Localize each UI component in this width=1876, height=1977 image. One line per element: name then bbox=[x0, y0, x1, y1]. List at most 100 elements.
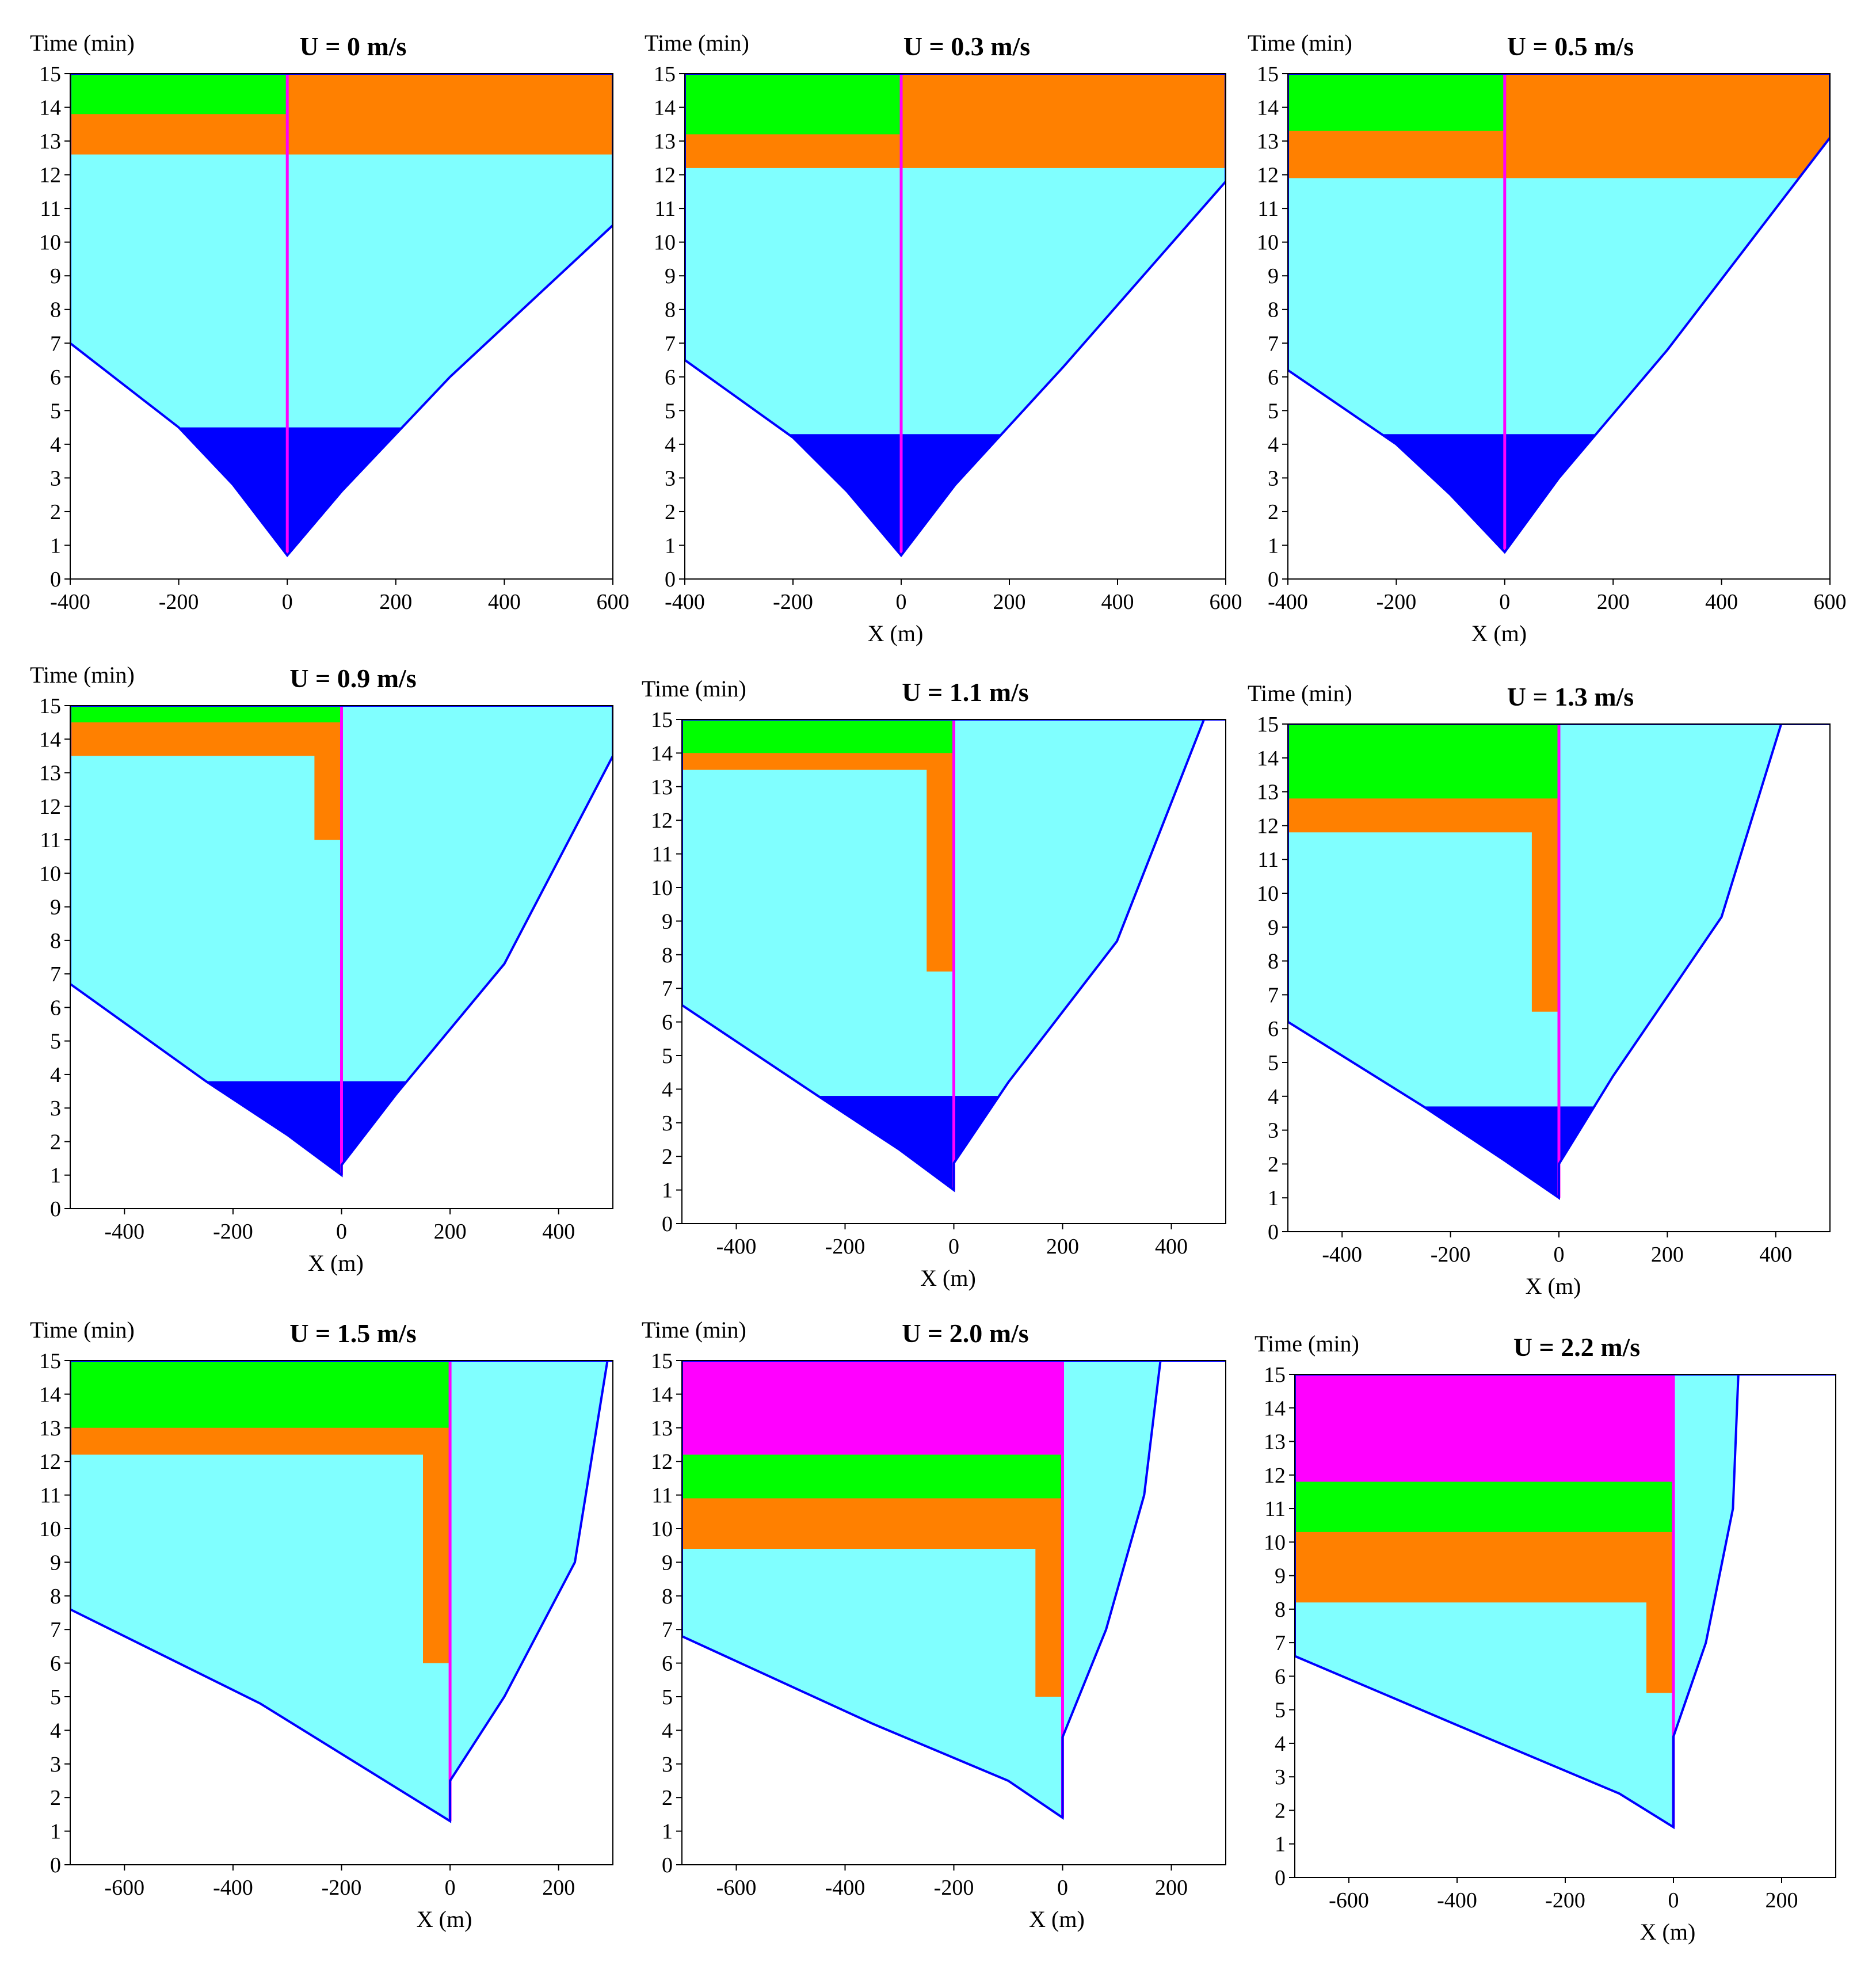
x-tick-label: 400 bbox=[1759, 1243, 1792, 1267]
y-tick-label: 9 bbox=[1275, 1564, 1286, 1589]
y-tick-label: 12 bbox=[39, 795, 61, 819]
y-tick-label: 14 bbox=[654, 96, 676, 120]
y-tick-label: 5 bbox=[50, 399, 61, 423]
plot-frame bbox=[684, 73, 1226, 580]
y-tick-label: 1 bbox=[1268, 534, 1279, 558]
x-tick-label: 0 bbox=[1499, 590, 1510, 614]
x-tick-label: -200 bbox=[1377, 590, 1417, 614]
x-axis-title: X (m) bbox=[1029, 1906, 1085, 1932]
panel-title: U = 0 m/s bbox=[300, 32, 407, 61]
x-axis-title: X (m) bbox=[920, 1265, 976, 1291]
y-tick-label: 8 bbox=[662, 943, 673, 967]
front-line bbox=[1288, 74, 1830, 554]
x-tick-label: 200 bbox=[993, 590, 1026, 614]
y-tick-label: 2 bbox=[50, 1786, 61, 1810]
front-line bbox=[1295, 1374, 1836, 1830]
x-tick-label: 200 bbox=[542, 1876, 575, 1900]
green-region bbox=[1288, 724, 1559, 799]
y-tick-label: 3 bbox=[50, 466, 61, 490]
y-tick-label: 3 bbox=[662, 1111, 673, 1136]
y-tick-label: 4 bbox=[50, 1719, 61, 1743]
x-tick-label: 400 bbox=[488, 590, 521, 614]
y-tick-label: 11 bbox=[1257, 197, 1279, 221]
y-tick-label: 13 bbox=[1264, 1430, 1286, 1454]
x-tick-label: 0 bbox=[1057, 1876, 1068, 1900]
y-tick-label: 8 bbox=[50, 929, 61, 953]
x-tick-label: 200 bbox=[1046, 1235, 1079, 1259]
panel-title: U = 1.3 m/s bbox=[1507, 682, 1634, 711]
y-axis-title: Time (min) bbox=[1248, 680, 1352, 706]
x-tick-label: -200 bbox=[213, 1220, 253, 1244]
y-tick-label: 15 bbox=[39, 1349, 61, 1373]
y-tick-label: 10 bbox=[39, 231, 61, 255]
y-tick-label: 4 bbox=[50, 433, 61, 457]
y-tick-label: 1 bbox=[662, 1820, 673, 1844]
x-tick-label: -400 bbox=[1268, 590, 1308, 614]
y-tick-label: 11 bbox=[654, 197, 676, 221]
y-tick-label: 7 bbox=[50, 332, 61, 356]
y-tick-label: 14 bbox=[651, 1382, 673, 1407]
y-tick-label: 2 bbox=[1275, 1799, 1286, 1823]
y-tick-label: 7 bbox=[50, 1618, 61, 1642]
x-tick-label: 0 bbox=[896, 590, 907, 614]
x-axis-title: X (m) bbox=[417, 1906, 472, 1932]
y-tick-label: 11 bbox=[40, 197, 61, 221]
y-tick-label: 2 bbox=[665, 500, 676, 524]
y-tick-label: 4 bbox=[1275, 1732, 1286, 1756]
panel-title: U = 1.5 m/s bbox=[289, 1319, 416, 1348]
y-tick-label: 8 bbox=[50, 1584, 61, 1609]
y-tick-label: 9 bbox=[1268, 264, 1279, 288]
y-tick-label: 3 bbox=[1268, 466, 1279, 490]
y-tick-label: 7 bbox=[665, 332, 676, 356]
y-tick-label: 1 bbox=[665, 534, 676, 558]
x-tick-label: 400 bbox=[1101, 590, 1134, 614]
x-tick-label: -400 bbox=[665, 590, 705, 614]
y-tick-label: 2 bbox=[1268, 1152, 1279, 1176]
x-axis-title: X (m) bbox=[868, 620, 924, 646]
y-tick-label: 11 bbox=[1257, 848, 1279, 872]
y-tick-label: 9 bbox=[50, 1551, 61, 1575]
y-tick-label: 10 bbox=[1264, 1530, 1286, 1555]
y-tick-label: 5 bbox=[1268, 399, 1279, 423]
y-tick-label: 0 bbox=[1268, 567, 1279, 592]
y-tick-label: 4 bbox=[1268, 433, 1279, 457]
y-tick-label: 12 bbox=[651, 809, 673, 833]
y-tick-label: 12 bbox=[651, 1450, 673, 1474]
y-tick-label: 4 bbox=[662, 1077, 673, 1102]
y-tick-label: 12 bbox=[39, 1450, 61, 1474]
y-tick-label: 1 bbox=[662, 1179, 673, 1203]
x-tick-label: -200 bbox=[825, 1235, 865, 1259]
y-tick-label: 13 bbox=[39, 761, 61, 786]
x-tick-label: -600 bbox=[104, 1876, 144, 1900]
orange-region bbox=[70, 1361, 451, 1663]
y-tick-label: 3 bbox=[665, 466, 676, 490]
front-line bbox=[1288, 724, 1830, 1200]
y-tick-label: 5 bbox=[662, 1044, 673, 1068]
blue-region bbox=[1288, 434, 1830, 553]
x-tick-label: 600 bbox=[1814, 590, 1847, 614]
y-tick-label: 15 bbox=[654, 62, 676, 86]
y-tick-label: 4 bbox=[662, 1719, 673, 1743]
y-tick-label: 3 bbox=[662, 1753, 673, 1777]
y-tick-label: 9 bbox=[665, 264, 676, 288]
y-tick-label: 2 bbox=[662, 1786, 673, 1810]
y-tick-label: 15 bbox=[39, 694, 61, 718]
x-tick-label: -400 bbox=[50, 590, 90, 614]
panel-title: U = 0.5 m/s bbox=[1507, 32, 1634, 61]
x-tick-label: -400 bbox=[213, 1876, 253, 1900]
y-tick-label: 8 bbox=[1268, 298, 1279, 322]
y-axis-title: Time (min) bbox=[1255, 1331, 1359, 1357]
y-tick-label: 8 bbox=[1275, 1598, 1286, 1622]
x-tick-label: -400 bbox=[1322, 1243, 1362, 1267]
y-tick-label: 7 bbox=[50, 962, 61, 986]
x-tick-label: -400 bbox=[825, 1876, 865, 1900]
y-tick-label: 10 bbox=[39, 862, 61, 886]
y-tick-label: 13 bbox=[654, 129, 676, 154]
x-tick-label: 0 bbox=[445, 1876, 456, 1900]
y-tick-label: 1 bbox=[50, 1820, 61, 1844]
x-tick-label: 200 bbox=[1597, 590, 1630, 614]
y-tick-label: 0 bbox=[665, 567, 676, 592]
y-tick-label: 10 bbox=[651, 1517, 673, 1541]
